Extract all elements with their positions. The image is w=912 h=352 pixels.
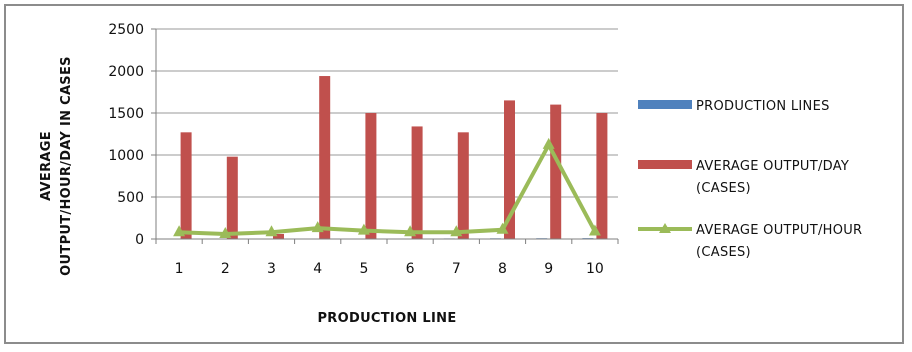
chart-frame: 0 500 1000 1500 2000 2500 1 2 3 4 5 6 7 8 9 10 AVERAGE…: [4, 4, 904, 344]
y-tick-label: 500: [117, 190, 144, 206]
y-tick-label: 2500: [108, 22, 144, 38]
grid-lines: [156, 28, 618, 198]
legend-label-average-output-day-line-2: (CASES): [696, 181, 751, 196]
line-point-2: [219, 226, 232, 238]
x-tick-labels: 1 2 3 4 5 6 7 8 9 10: [175, 261, 604, 277]
line-point-5: [357, 223, 370, 235]
y-tick-label: 1500: [108, 106, 144, 122]
bar-2-2: [226, 156, 238, 239]
bar-2-6: [411, 126, 423, 239]
bar-2-7: [457, 132, 469, 239]
x-tick-label: 1: [175, 261, 184, 277]
line-series: [173, 137, 601, 238]
line-point-10: [588, 224, 601, 236]
legend: PRODUCTION LINES AVERAGE OUTPUT/DAY (CAS…: [638, 99, 862, 260]
y-tick-label: 2000: [108, 64, 144, 80]
y-tick-label: 0: [135, 232, 144, 248]
y-tick-labels: 0 500 1000 1500 2000 2500: [108, 22, 144, 248]
line-point-7: [450, 225, 463, 237]
x-tick-label: 3: [267, 261, 276, 277]
x-tick-label: 5: [359, 261, 368, 277]
x-tick-label: 9: [544, 261, 553, 277]
legend-label-average-output-day-line-1: AVERAGE OUTPUT/DAY: [696, 159, 849, 174]
line-point-4: [311, 221, 324, 233]
bar-2-3: [273, 233, 284, 239]
line-point-8: [496, 222, 509, 234]
x-tick-label: 2: [221, 261, 230, 277]
line-point-1: [173, 225, 186, 237]
x-tick-label: 8: [498, 261, 507, 277]
bar-2-9: [550, 104, 562, 239]
legend-label-average-output-hour-line-2: (CASES): [696, 245, 751, 260]
x-tick-label: 4: [313, 261, 322, 277]
line-point-3: [265, 225, 278, 237]
line-point-9: [542, 137, 555, 149]
y-axis-title-line-2: OUTPUT/HOUR/DAY IN CASES: [59, 56, 74, 276]
bar-2-10: [596, 113, 608, 239]
y-tick-label: 1000: [108, 148, 144, 164]
bar-2-1: [180, 132, 192, 239]
bar-2-8: [504, 100, 515, 240]
bar-2-4: [319, 76, 331, 239]
legend-swatch-production-lines: [638, 100, 692, 109]
legend-label-production-lines: PRODUCTION LINES: [696, 99, 830, 114]
x-tick-label: 6: [406, 261, 415, 277]
legend-label-average-output-hour-line-1: AVERAGE OUTPUT/HOUR: [696, 223, 862, 238]
line-point-6: [404, 225, 417, 237]
x-tick-label: 7: [452, 261, 461, 277]
legend-swatch-average-output-day: [638, 160, 692, 169]
bar-2-5: [365, 113, 377, 239]
x-tick-label: 10: [586, 261, 604, 277]
bars: [166, 76, 608, 240]
y-axis-title-line-1: AVERAGE: [39, 131, 54, 201]
legend-marker-average-output-hour: [659, 223, 671, 233]
axes: [151, 28, 619, 244]
series-line-average-output-hour: [179, 140, 597, 236]
x-axis-title: PRODUCTION LINE: [317, 311, 456, 326]
chart: 0 500 1000 1500 2000 2500 1 2 3 4 5 6 7 8 9 10 AVERAGE…: [39, 22, 862, 326]
